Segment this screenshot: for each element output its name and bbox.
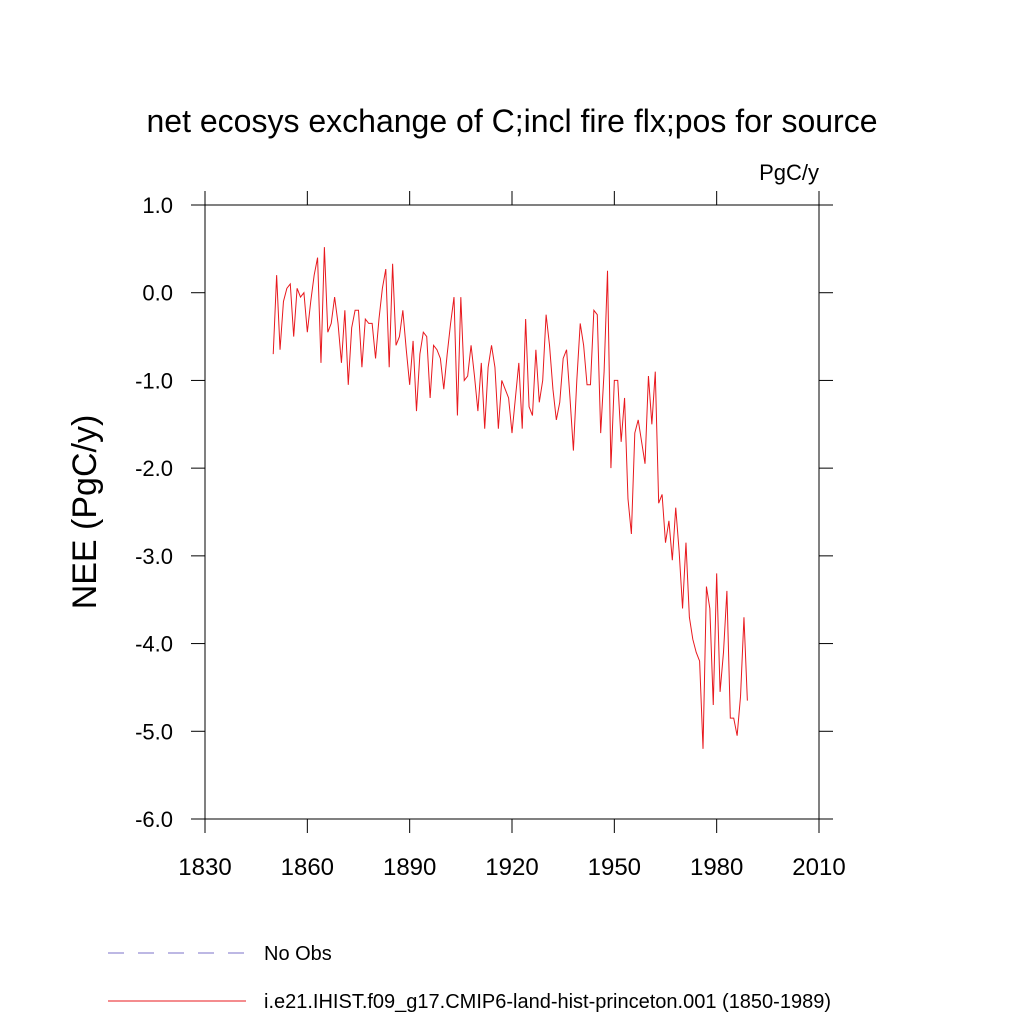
x-tick-label: 1920 xyxy=(485,854,538,881)
units-label: PgC/y xyxy=(759,160,819,185)
legend-label: i.e21.IHIST.f09_g17.CMIP6-land-hist-prin… xyxy=(264,991,831,1013)
plot-frame xyxy=(204,204,820,820)
y-axis-label: NEE (PgC/y) xyxy=(66,415,104,610)
x-tick-label: 1980 xyxy=(690,854,743,881)
chart-title: net ecosys exchange of C;incl fire flx;p… xyxy=(146,103,877,139)
y-tick-label: -2.0 xyxy=(135,456,173,481)
data-line xyxy=(272,247,748,749)
y-tick-label: -3.0 xyxy=(135,544,173,569)
x-tick-label: 1860 xyxy=(281,854,334,881)
y-tick-label: -5.0 xyxy=(135,719,173,744)
x-tick-label: 2010 xyxy=(792,854,845,881)
y-tick-label: -4.0 xyxy=(135,632,173,657)
x-tick-label: 1830 xyxy=(178,854,231,881)
x-tick-label: 1950 xyxy=(588,854,641,881)
y-tick-label: -6.0 xyxy=(135,807,173,832)
x-tick-label: 1890 xyxy=(383,854,436,881)
y-tick-label: 1.0 xyxy=(142,193,173,218)
y-tick-label: 0.0 xyxy=(142,281,173,306)
legend-label: No Obs xyxy=(264,943,332,965)
y-tick-label: -1.0 xyxy=(135,368,173,393)
